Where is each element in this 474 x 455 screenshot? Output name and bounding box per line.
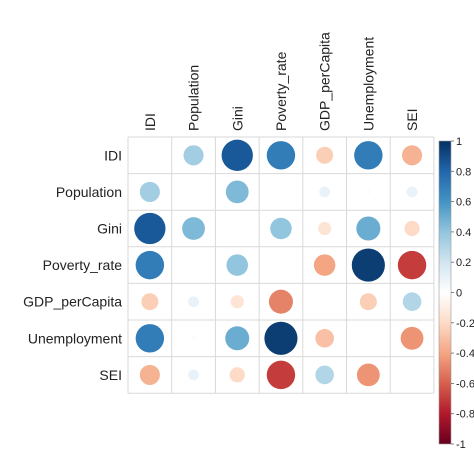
corr-circle-Poverty_rate-SEI	[397, 250, 427, 280]
corr-circle-Population-Gini	[225, 180, 249, 204]
corr-circle-SEI-IDI	[139, 364, 160, 385]
colorbar-tick-label: -0.6	[456, 378, 474, 390]
colorbar-tick-label: -1	[456, 439, 466, 451]
corr-circle-Poverty_rate-Unemployment	[351, 248, 385, 282]
corr-circle-Population-IDI	[139, 181, 160, 202]
colorbar-tick-label: 0.8	[456, 166, 471, 178]
corr-circle-Unemployment-GDP_perCapita	[315, 328, 334, 348]
corr-circle-Unemployment-SEI	[400, 326, 424, 350]
corr-circle-IDI-GDP_perCapita	[316, 146, 334, 164]
row-label: Unemployment	[28, 330, 122, 346]
row-label: Population	[56, 184, 122, 200]
corr-circle-GDP_perCapita-Poverty_rate	[268, 289, 293, 314]
column-label: Unemployment	[360, 37, 376, 131]
column-label: Population	[186, 65, 202, 131]
colorbar-ticks: 1 0.8 0.6 0.4 0.2 0 -0.2 -0.4 -0.6 -0.8 -1	[451, 136, 474, 451]
colorbar: 1 0.8 0.6 0.4 0.2 0 -0.2 -0.4 -0.6 -0.8 -1	[438, 136, 474, 451]
row-labels: IDI Population Gini Poverty_rate GDP_perCapi…	[23, 147, 122, 383]
grid	[127, 136, 435, 394]
corr-circle-SEI-Gini	[229, 367, 245, 383]
corr-circle-Unemployment-Poverty_rate	[264, 321, 298, 355]
corr-circle-Unemployment-Gini	[225, 326, 250, 351]
circles	[134, 139, 427, 390]
corr-circle-SEI-Unemployment	[356, 363, 380, 387]
corr-circle-IDI-Poverty_rate	[266, 141, 296, 170]
corr-circle-GDP_perCapita-Unemployment	[359, 293, 377, 311]
corr-circle-Poverty_rate-Gini	[226, 254, 249, 276]
corr-circle-Gini-IDI	[134, 212, 166, 245]
row-label: SEI	[99, 367, 122, 383]
corr-circle-IDI-Unemployment	[354, 141, 383, 170]
corr-circle-IDI-Population	[183, 145, 204, 166]
colorbar-tick-label: -0.2	[456, 318, 474, 330]
corr-circle-SEI-Population	[188, 369, 199, 381]
corr-circle-Population-Unemployment	[365, 189, 371, 195]
corr-circle-Poverty_rate-GDP_perCapita	[313, 254, 336, 276]
corr-circle-GDP_perCapita-Population	[188, 296, 199, 308]
corr-circle-GDP_perCapita-Gini	[230, 295, 244, 309]
colorbar-tick-label: 0.2	[456, 257, 471, 269]
colorbar-gradient	[438, 140, 452, 445]
corr-circle-Unemployment-Population	[191, 335, 196, 341]
row-label: Poverty_rate	[43, 257, 123, 273]
corr-circle-IDI-SEI	[401, 145, 423, 166]
corr-circle-IDI-Gini	[221, 139, 253, 171]
row-label: GDP_perCapita	[23, 294, 122, 310]
corr-circle-Gini-Population	[182, 217, 205, 240]
corr-circle-Gini-SEI	[404, 220, 420, 237]
corr-circle-Gini-Poverty_rate	[270, 217, 292, 240]
colorbar-tick-label: -0.8	[456, 409, 474, 421]
corr-circle-Population-GDP_perCapita	[319, 186, 331, 198]
column-label: GDP_perCapita	[317, 32, 333, 131]
column-label: SEI	[404, 108, 420, 131]
column-label: Gini	[229, 106, 245, 131]
column-label: IDI	[142, 113, 158, 131]
row-label: Gini	[97, 221, 122, 237]
colorbar-tick-label: 1	[456, 136, 462, 148]
corr-circle-Population-SEI	[406, 186, 418, 198]
row-label: IDI	[104, 147, 122, 163]
colorbar-tick-label: 0.6	[456, 197, 471, 209]
colorbar-tick-label: 0.4	[456, 227, 471, 239]
corr-circle-GDP_perCapita-SEI	[402, 292, 422, 312]
corr-circle-Gini-GDP_perCapita	[318, 221, 332, 236]
colorbar-tick-label: 0	[456, 288, 462, 300]
corr-circle-GDP_perCapita-IDI	[141, 293, 159, 311]
colorbar-tick-label: -0.4	[456, 348, 474, 360]
corr-circle-Gini-Unemployment	[356, 216, 381, 241]
corr-circle-Poverty_rate-IDI	[135, 250, 165, 280]
column-label: Poverty_rate	[273, 51, 289, 131]
column-labels: IDI Population Gini Poverty_rate GDP_perCapi…	[142, 32, 420, 131]
corr-circle-Unemployment-IDI	[135, 324, 165, 353]
corr-circle-SEI-GDP_perCapita	[315, 365, 334, 385]
corr-circle-SEI-Poverty_rate	[266, 360, 296, 390]
